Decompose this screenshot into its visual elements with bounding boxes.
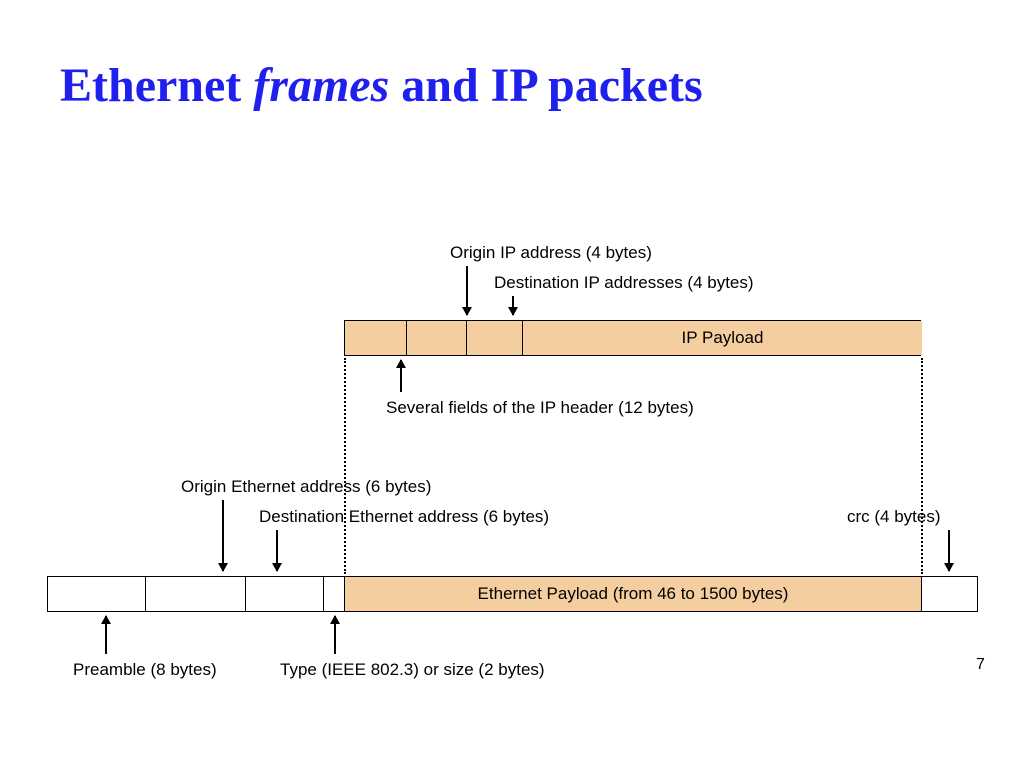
arrow-origin-eth — [222, 500, 224, 571]
ip-seg-0 — [345, 321, 407, 355]
ip-packet-box: IP Payload — [344, 320, 921, 356]
eth-seg-2 — [246, 577, 324, 611]
ip-seg-2 — [467, 321, 523, 355]
label-preamble: Preamble (8 bytes) — [73, 660, 217, 680]
dotted-right — [921, 358, 923, 574]
ip-seg-3: IP Payload — [523, 321, 922, 355]
arrow-type — [334, 616, 336, 654]
arrow-ip-header — [400, 360, 402, 392]
arrow-preamble — [105, 616, 107, 654]
title-part3: and IP packets — [389, 59, 702, 112]
dotted-left — [344, 358, 346, 574]
label-dest-eth: Destination Ethernet address (6 bytes) — [259, 507, 549, 527]
label-ip-header: Several fields of the IP header (12 byte… — [386, 398, 694, 418]
slide-title: Ethernet frames and IP packets — [60, 58, 703, 113]
label-origin-ip: Origin IP address (4 bytes) — [450, 243, 652, 263]
eth-seg-5 — [922, 577, 979, 611]
page-number: 7 — [976, 656, 985, 674]
arrow-dest-ip — [512, 296, 514, 315]
eth-seg-0 — [48, 577, 146, 611]
ip-seg-1 — [407, 321, 467, 355]
arrow-dest-eth — [276, 530, 278, 571]
ethernet-frame-box: Ethernet Payload (from 46 to 1500 bytes) — [47, 576, 978, 612]
arrow-crc — [948, 530, 950, 571]
label-dest-ip: Destination IP addresses (4 bytes) — [494, 273, 754, 293]
title-part1: Ethernet — [60, 59, 253, 112]
label-origin-eth: Origin Ethernet address (6 bytes) — [181, 477, 431, 497]
label-crc: crc (4 bytes) — [847, 507, 941, 527]
eth-seg-3 — [324, 577, 345, 611]
eth-seg-1 — [146, 577, 246, 611]
ip-payload-label: IP Payload — [523, 328, 922, 348]
eth-payload-label: Ethernet Payload (from 46 to 1500 bytes) — [345, 584, 921, 604]
title-part2: frames — [253, 59, 389, 112]
eth-seg-4: Ethernet Payload (from 46 to 1500 bytes) — [345, 577, 922, 611]
arrow-origin-ip — [466, 266, 468, 315]
label-type: Type (IEEE 802.3) or size (2 bytes) — [280, 660, 545, 680]
